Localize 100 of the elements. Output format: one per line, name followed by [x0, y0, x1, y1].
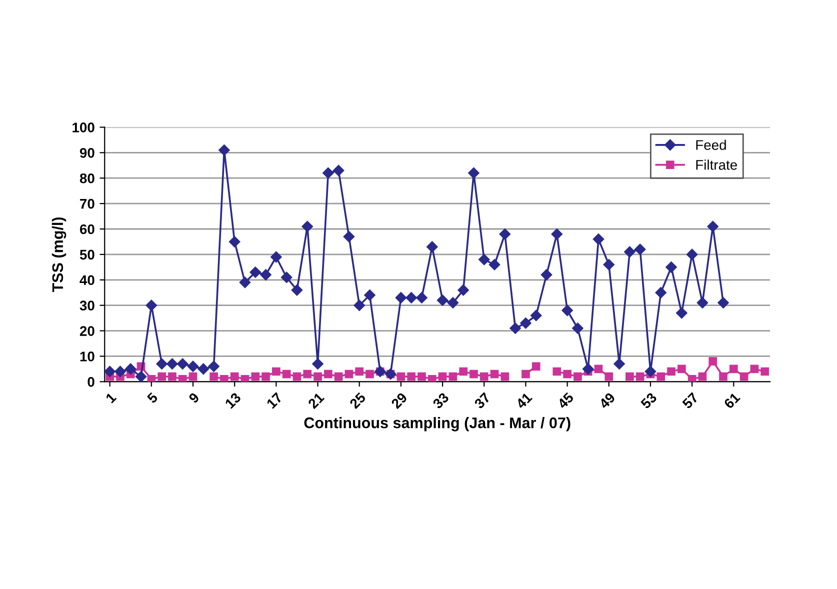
point	[114, 366, 126, 378]
point	[594, 364, 603, 374]
point	[218, 144, 230, 156]
y-tick-label: 10	[80, 352, 94, 362]
point	[428, 374, 436, 382]
y-tick-label: 70	[80, 198, 94, 209]
x-tick-label: 57	[682, 392, 699, 410]
point	[272, 367, 280, 376]
point	[448, 372, 458, 381]
legend-label: Feed	[696, 140, 726, 150]
point	[540, 269, 552, 280]
x-tick-label: 25	[349, 392, 366, 410]
point	[478, 254, 490, 266]
point	[582, 363, 594, 375]
point	[418, 372, 426, 381]
point	[626, 372, 634, 381]
point	[480, 372, 488, 381]
point	[396, 372, 406, 381]
point	[532, 362, 540, 371]
point	[499, 228, 511, 240]
point	[552, 367, 562, 376]
point	[198, 363, 210, 375]
x-tick-label: 13	[224, 392, 242, 409]
point	[312, 358, 324, 370]
point	[551, 228, 563, 240]
point	[135, 370, 147, 382]
point	[470, 370, 478, 378]
point	[667, 367, 676, 376]
point	[260, 269, 272, 280]
point	[636, 372, 644, 381]
point	[147, 374, 156, 382]
y-tick-label: 90	[80, 148, 94, 158]
x-tick-label: 5	[146, 392, 158, 404]
x-tick-label: 17	[266, 392, 283, 409]
point	[168, 372, 176, 381]
y-tick-label: 60	[80, 224, 94, 234]
point	[447, 297, 459, 308]
point	[655, 287, 666, 298]
point	[707, 220, 718, 232]
x-tick-label: 37	[474, 392, 491, 410]
point	[438, 372, 447, 381]
point	[166, 358, 178, 370]
point	[343, 231, 355, 242]
x-tick-label: 9	[188, 392, 200, 404]
x-tick-label: 53	[640, 392, 658, 410]
point	[228, 236, 240, 248]
point	[210, 372, 218, 381]
point	[500, 372, 510, 381]
point	[644, 366, 656, 378]
point	[468, 167, 480, 179]
point	[240, 374, 250, 382]
point	[156, 358, 168, 370]
point	[676, 307, 688, 319]
point	[656, 372, 666, 381]
point	[280, 272, 292, 283]
x-tick-label: 33	[432, 392, 450, 410]
point	[426, 241, 438, 252]
point	[688, 374, 696, 382]
point	[603, 259, 614, 270]
point	[698, 372, 707, 381]
point	[574, 372, 582, 381]
point	[291, 284, 303, 296]
point	[324, 370, 332, 378]
y-axis-title: TSS (mg/l)	[52, 217, 66, 292]
y-tick-label: 40	[80, 275, 94, 286]
point	[262, 372, 270, 381]
point	[282, 370, 291, 378]
point	[332, 164, 344, 176]
point	[146, 300, 158, 311]
point	[239, 276, 251, 288]
legend-label: Filtrate	[696, 160, 737, 170]
point	[364, 290, 376, 301]
x-tick-label: 21	[307, 392, 325, 410]
point	[104, 366, 116, 378]
point	[292, 372, 302, 381]
point	[458, 284, 469, 296]
x-tick-label: 29	[390, 392, 408, 410]
point	[158, 372, 166, 381]
point	[314, 372, 322, 381]
point	[250, 266, 261, 278]
point	[220, 374, 228, 382]
x-tick-label: 61	[723, 392, 741, 410]
point	[436, 294, 448, 306]
point	[677, 364, 686, 374]
point	[488, 259, 500, 270]
point	[178, 374, 187, 382]
point	[760, 367, 770, 376]
y-tick-label: 50	[80, 250, 94, 260]
y-tick-label: 0	[88, 377, 94, 387]
point	[592, 234, 604, 245]
x-axis-title: Continuous sampling (Jan - Mar / 07)	[304, 417, 570, 432]
x-tick-label: 45	[556, 392, 574, 410]
point	[459, 367, 468, 376]
point	[407, 372, 416, 381]
point	[530, 310, 542, 322]
point	[750, 364, 759, 374]
point	[634, 244, 646, 255]
point	[718, 297, 729, 308]
point	[572, 322, 584, 334]
y-tick-label: 80	[80, 173, 94, 184]
